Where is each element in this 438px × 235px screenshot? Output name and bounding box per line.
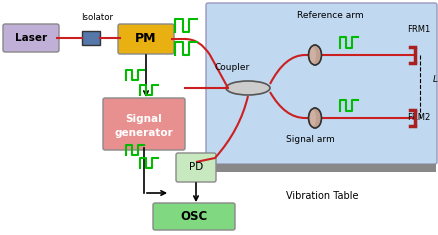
Text: FRM2: FRM2 [406,114,429,122]
FancyBboxPatch shape [205,3,436,164]
FancyBboxPatch shape [176,153,215,182]
Ellipse shape [226,81,269,95]
Text: Reference arm: Reference arm [296,12,363,20]
Text: Coupler: Coupler [214,63,249,73]
FancyBboxPatch shape [3,24,59,52]
Text: PM: PM [135,32,156,46]
Ellipse shape [309,47,315,63]
Text: OSC: OSC [180,209,207,223]
Text: Laser: Laser [15,33,47,43]
Text: generator: generator [114,128,173,138]
FancyBboxPatch shape [153,203,234,230]
Text: Vibration Table: Vibration Table [285,191,357,201]
Bar [208,164,435,172]
FancyBboxPatch shape [118,24,173,54]
Text: Signal arm: Signal arm [285,136,334,145]
Ellipse shape [308,45,321,65]
FancyBboxPatch shape [103,98,184,150]
Text: Isolator: Isolator [81,13,113,23]
Text: $L$: $L$ [431,73,438,83]
Text: FRM1: FRM1 [406,26,429,35]
Bar [82,31,100,45]
Text: Signal: Signal [125,114,162,124]
Text: PD: PD [188,162,203,172]
Ellipse shape [308,108,321,128]
Ellipse shape [309,110,315,126]
